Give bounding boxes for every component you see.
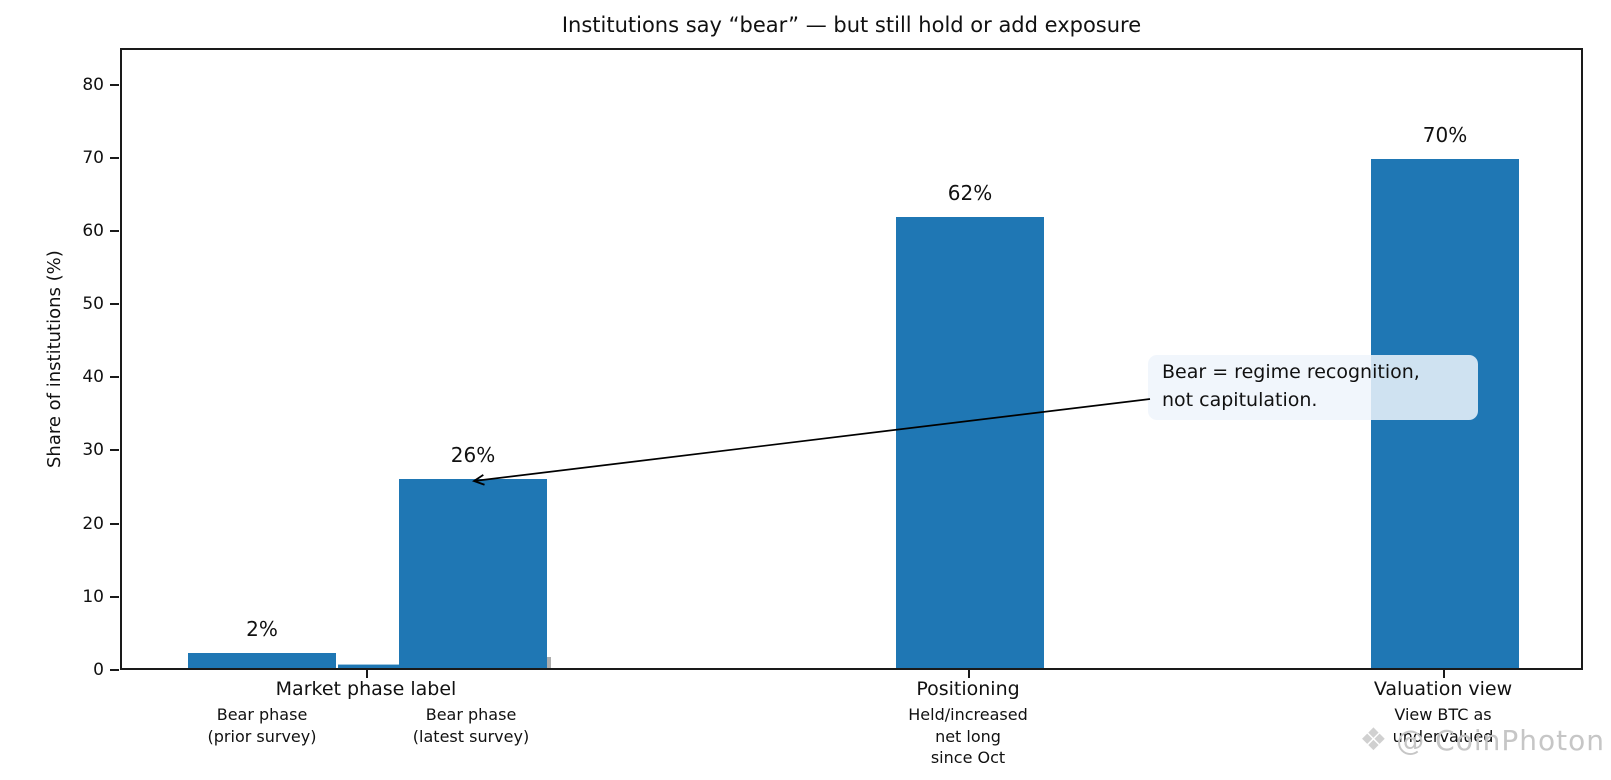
group-label-positioning: Positioning [916, 678, 1020, 700]
bar-value-label: 2% [246, 617, 278, 642]
y-tick-label: 80 [82, 74, 104, 95]
bar-bear-prior: 2% [188, 617, 336, 668]
group-label-market-phase: Market phase label [275, 678, 457, 700]
bar-value-label: 26% [450, 442, 496, 467]
y-tick-label: 0 [93, 660, 104, 680]
sub-label-bear-latest: Bear phase (latest survey) [412, 705, 530, 746]
bar-bear-latest: 26% [399, 443, 547, 668]
bar-positioning: 62% [896, 181, 1044, 668]
render-artifact-notch [547, 657, 551, 668]
y-tick-label: 70 [82, 147, 104, 168]
y-tick-mark [110, 595, 119, 598]
y-tick-mark [110, 669, 119, 671]
tiny-bar-artifact [338, 663, 399, 668]
x-tick-positioning [968, 670, 970, 678]
y-tick-label: 30 [82, 440, 104, 461]
y-tick-mark [110, 522, 119, 525]
sub-label-positioning: Held/increased net long since Oct [908, 705, 1028, 768]
y-axis-label: Share of institutions (%) [44, 250, 65, 468]
coinphoton-logo-icon: ❖ [1359, 722, 1388, 758]
y-tick-label: 10 [82, 586, 104, 607]
bar-value-label: 62% [947, 181, 993, 206]
y-tick-mark [110, 229, 119, 232]
sub-label-bear-prior: Bear phase (prior survey) [207, 705, 317, 746]
y-tick-label: 20 [82, 513, 104, 534]
y-tick-mark [110, 83, 119, 86]
y-tick-mark [110, 449, 119, 452]
y-tick-label: 50 [82, 294, 104, 315]
group-label-valuation: Valuation view [1373, 678, 1513, 700]
watermark-text: @ CoinPhoton [1396, 724, 1605, 757]
sub-label-valuation: View BTC as undervalued [1392, 705, 1494, 746]
y-tick-mark [110, 156, 119, 159]
annotation-text: Bear = regime recognition, not capitulat… [1162, 361, 1420, 411]
bar-value-label: 70% [1422, 123, 1468, 148]
y-tick-label: 40 [82, 367, 104, 388]
x-tick-valuation [1443, 670, 1445, 678]
chart-title: Institutions say “bear” — but still hold… [561, 13, 1142, 37]
y-tick-mark [110, 303, 119, 306]
y-tick-label: 60 [82, 220, 104, 241]
annotation-callout: Bear = regime recognition, not capitulat… [1148, 355, 1478, 421]
y-tick-mark [110, 376, 119, 379]
watermark: ❖ @ CoinPhoton [1359, 724, 1605, 757]
x-tick-market-phase [366, 670, 368, 678]
